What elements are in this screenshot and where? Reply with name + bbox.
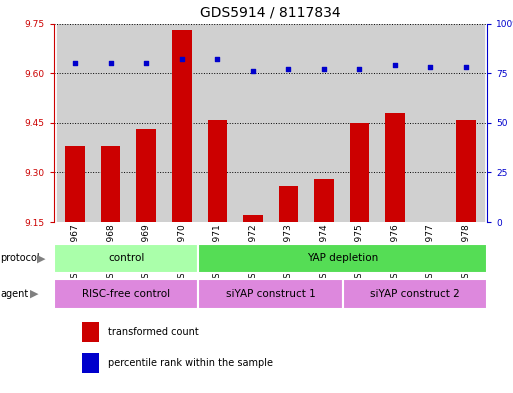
Point	[107, 60, 115, 66]
Bar	[199, 244, 487, 273]
Text: agent: agent	[1, 288, 29, 299]
Bar	[82, 322, 100, 342]
Bar	[385, 113, 405, 222]
Text: YAP depletion: YAP depletion	[307, 253, 379, 263]
Bar	[54, 279, 199, 309]
Point	[213, 56, 222, 62]
Bar	[270, 24, 306, 222]
Point	[320, 66, 328, 72]
Bar	[208, 119, 227, 222]
Bar	[199, 279, 343, 309]
Bar	[314, 179, 333, 222]
Bar	[377, 24, 413, 222]
Text: transformed count: transformed count	[108, 327, 199, 337]
Point	[71, 60, 80, 66]
Bar	[306, 24, 342, 222]
Bar	[200, 24, 235, 222]
Point	[177, 56, 186, 62]
Bar	[413, 24, 448, 222]
Point	[284, 66, 292, 72]
Bar	[448, 24, 484, 222]
Bar	[343, 279, 487, 309]
Bar	[136, 129, 156, 222]
Point	[142, 60, 150, 66]
Text: protocol: protocol	[1, 253, 40, 263]
Point	[356, 66, 364, 72]
Bar	[342, 24, 377, 222]
Point	[391, 62, 399, 68]
Text: percentile rank within the sample: percentile rank within the sample	[108, 358, 273, 368]
Bar	[235, 24, 270, 222]
Text: ▶: ▶	[30, 288, 38, 299]
Text: RISC-free control: RISC-free control	[82, 289, 170, 299]
Point	[426, 64, 435, 70]
Bar	[93, 24, 128, 222]
Bar	[164, 24, 200, 222]
Point	[462, 64, 470, 70]
Text: siYAP construct 2: siYAP construct 2	[370, 289, 460, 299]
Point	[249, 68, 257, 74]
Text: control: control	[108, 253, 144, 263]
Bar	[82, 353, 100, 373]
Bar	[279, 185, 298, 222]
Bar	[66, 146, 85, 222]
Bar	[172, 30, 191, 222]
Bar	[456, 119, 476, 222]
Bar	[128, 24, 164, 222]
Text: ▶: ▶	[37, 253, 46, 263]
Bar	[243, 215, 263, 222]
Bar	[54, 244, 199, 273]
Bar	[101, 146, 121, 222]
Bar	[57, 24, 93, 222]
Text: siYAP construct 1: siYAP construct 1	[226, 289, 315, 299]
Title: GDS5914 / 8117834: GDS5914 / 8117834	[200, 6, 341, 20]
Bar	[350, 123, 369, 222]
